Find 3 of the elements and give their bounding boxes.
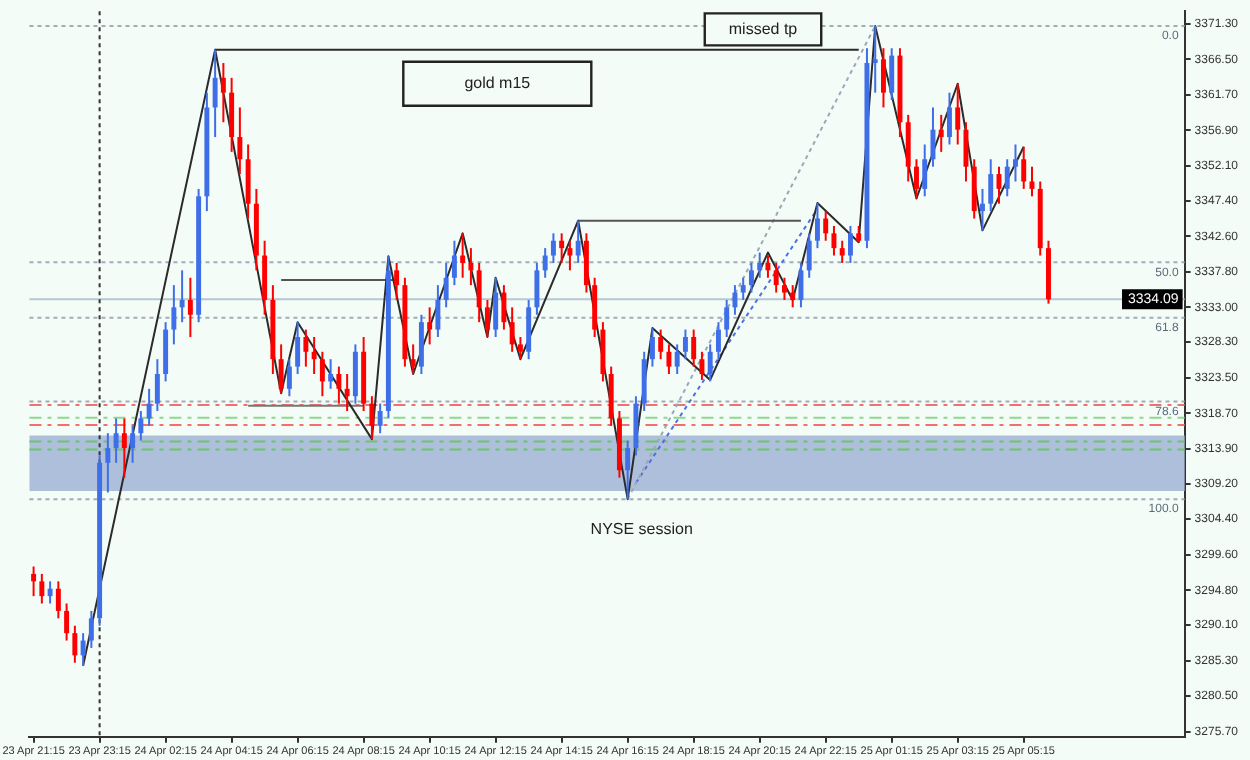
annotation: NYSE session xyxy=(590,520,693,539)
annotation: missed tp xyxy=(728,19,799,38)
annotation: gold m15 xyxy=(464,74,532,93)
